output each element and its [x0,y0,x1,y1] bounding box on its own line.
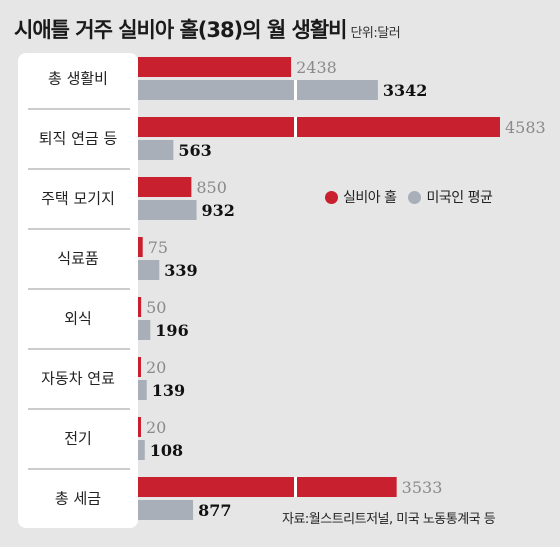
bar-series-1 [138,177,192,197]
legend-label-series-2: 미국인 평균 [426,190,493,206]
bar-series-2 [138,200,197,220]
bar-series-2 [138,140,174,160]
data-label-series-2: 563 [178,141,211,160]
data-label-series-2: 139 [152,381,185,400]
legend-dot-series-2 [408,190,422,204]
data-label-series-2: 339 [164,261,197,280]
bar-series-1 [138,417,141,437]
legend: 실비아 홀 미국인 평균 [325,187,498,207]
data-label-series-1: 75 [148,238,168,257]
bar-series-2 [138,320,151,340]
bar-series-2 [138,80,378,100]
unit-label: 단위:달러 [350,26,401,41]
bar-series-1 [138,477,397,497]
data-label-series-2: 196 [155,321,188,340]
bar-series-2 [138,260,160,280]
data-label-series-1: 20 [146,358,166,377]
category-panel [18,53,138,528]
axis-break-mark [294,117,297,137]
bar-series-2 [138,440,145,460]
source-note: 자료:월스트리트저널, 미국 노동통계국 등 [282,512,496,527]
category-label: 퇴직 연금 등 [39,130,118,148]
bar-series-1 [138,57,292,77]
data-label-series-2: 108 [150,441,183,460]
data-label-series-1: 4583 [505,118,546,137]
category-label: 총 생활비 [48,70,108,88]
data-label-series-1: 3533 [402,478,443,497]
legend-item-series-2: 미국인 평균 [408,187,493,207]
bar-series-1 [138,237,143,257]
data-label-series-2: 877 [198,501,231,520]
axis-break-mark [294,477,297,497]
category-label: 총 세금 [55,490,101,508]
data-label-series-1: 850 [196,178,227,197]
category-label: 식료품 [57,250,98,268]
category-label: 외식 [64,310,92,328]
data-label-series-2: 3342 [383,81,428,100]
chart-title-text: 시애틀 거주 실비아 홀(38)의 월 생활비 [14,18,347,42]
category-label: 전기 [64,430,92,448]
category-label: 주택 모기지 [41,190,115,208]
axis-break-mark [294,80,297,100]
legend-dot-series-1 [325,190,338,204]
bar-series-1 [138,357,141,377]
category-label: 자동차 연료 [41,370,115,388]
data-label-series-1: 20 [146,418,166,437]
legend-item-series-1: 실비아 홀 [325,187,397,207]
bar-series-2 [138,380,147,400]
data-label-series-1: 2438 [296,58,337,77]
bar-series-1 [138,297,142,317]
data-label-series-1: 50 [146,298,166,317]
legend-label-series-1: 실비아 홀 [343,190,397,206]
chart-title: 시애틀 거주 실비아 홀(38)의 월 생활비 단위:달러 [14,14,401,44]
bar-series-1 [138,117,500,137]
data-label-series-2: 932 [202,201,235,220]
bar-series-2 [138,500,194,520]
